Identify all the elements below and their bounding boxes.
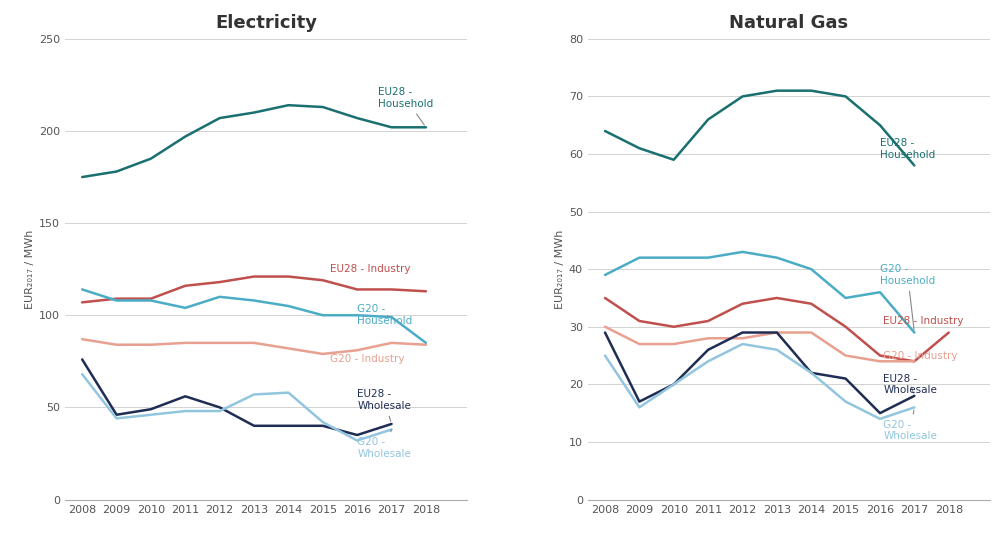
Text: G20 -
Household: G20 - Household <box>357 305 412 326</box>
Text: G20 -
Wholesale: G20 - Wholesale <box>883 410 937 441</box>
Text: G20 - Industry: G20 - Industry <box>883 351 958 361</box>
Text: EU28 -
Wholesale: EU28 - Wholesale <box>883 374 937 395</box>
Text: EU28 - Industry: EU28 - Industry <box>883 316 964 326</box>
Text: EU28 -
Household: EU28 - Household <box>880 138 935 165</box>
Y-axis label: EUR₂₀₁₇ / MWh: EUR₂₀₁₇ / MWh <box>25 229 35 309</box>
Text: G20 - Industry: G20 - Industry <box>330 355 404 365</box>
Y-axis label: EUR₂₀₁₇ / MWh: EUR₂₀₁₇ / MWh <box>555 229 565 309</box>
Title: Natural Gas: Natural Gas <box>729 14 848 32</box>
Text: EU28 -
Household: EU28 - Household <box>378 87 433 125</box>
Title: Electricity: Electricity <box>215 14 317 32</box>
Text: G20 -
Household: G20 - Household <box>880 264 935 330</box>
Text: G20 -
Wholesale: G20 - Wholesale <box>357 430 411 458</box>
Text: EU28 -
Wholesale: EU28 - Wholesale <box>357 389 411 421</box>
Text: EU28 - Industry: EU28 - Industry <box>330 264 410 274</box>
